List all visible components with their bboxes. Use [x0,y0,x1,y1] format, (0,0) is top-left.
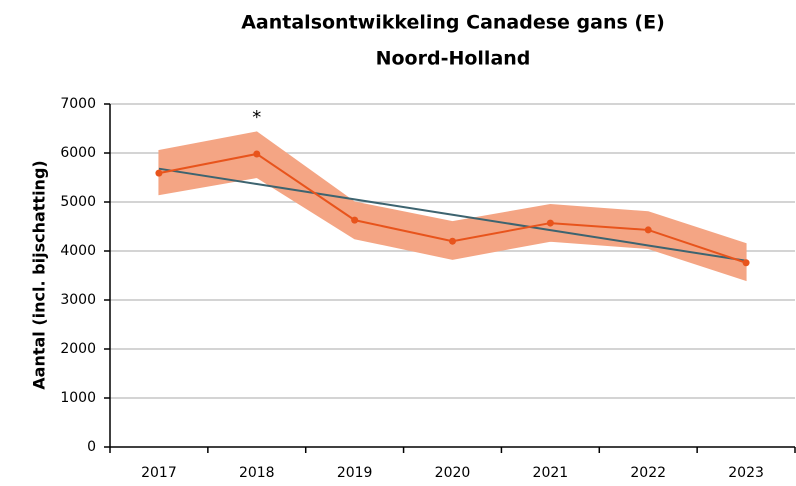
chart-title: Noord-Holland [376,48,531,70]
y-tick-label: 4000 [60,243,96,259]
data-point [546,219,554,227]
data-point [155,169,163,177]
data-point [253,150,261,158]
x-tick-label: 2018 [239,465,275,481]
y-tick-label: 7000 [60,96,96,112]
y-tick-label: 1000 [60,390,96,406]
confidence-band [158,131,747,282]
y-tick-label: 2000 [60,341,96,357]
x-tick-label: 2017 [141,465,177,481]
data-point [644,226,652,234]
trend-line [158,167,747,262]
y-tick-label: 5000 [60,194,96,210]
y-tick-label: 6000 [60,145,96,161]
x-tick-label: 2023 [728,465,764,481]
data-point [449,237,456,245]
y-tick-label: 0 [87,439,96,455]
data-point [351,216,359,224]
annotation: * [252,107,261,128]
x-tick-label: 2021 [533,465,569,481]
x-tick-label: 2022 [630,465,666,481]
x-tick-label: 2020 [435,465,471,481]
chart-title: Aantalsontwikkeling Canadese gans (E) [241,12,665,34]
y-tick-label: 3000 [60,292,96,308]
x-tick-label: 2019 [337,465,373,481]
data-point [742,259,750,267]
y-axis-title: Aantal (incl. bijschatting) [30,160,49,389]
